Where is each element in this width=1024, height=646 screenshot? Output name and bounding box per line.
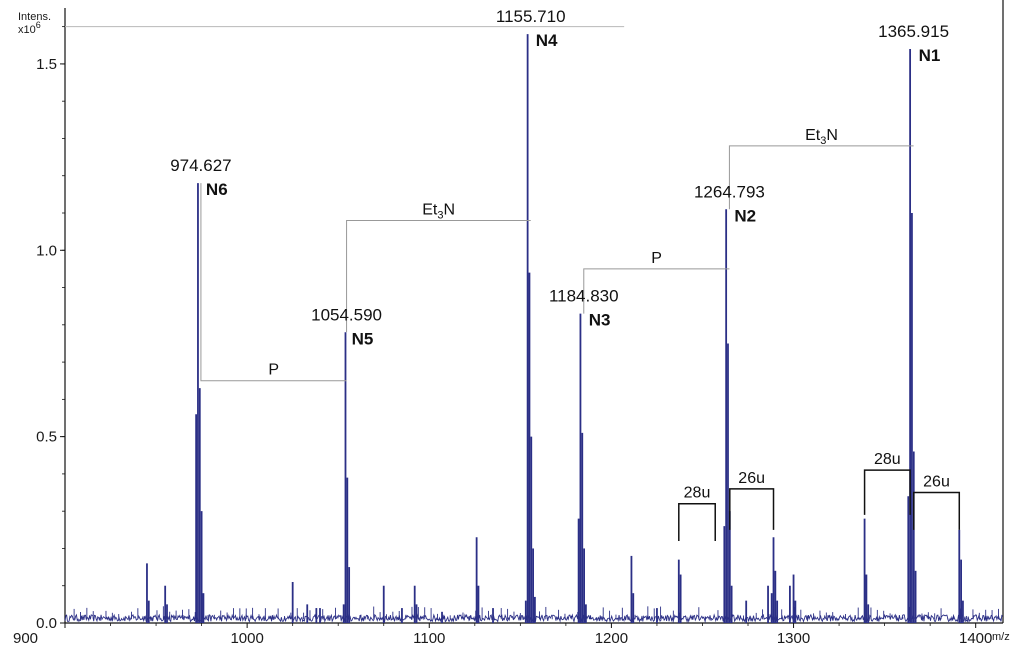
peak-mz-label: 1054.590 bbox=[311, 305, 382, 324]
peak-name-label: N1 bbox=[919, 46, 941, 65]
bracket-line bbox=[913, 491, 961, 530]
peak-label-n3: 1184.830 N3 bbox=[549, 287, 619, 330]
peak-mz-label: 1155.710 bbox=[496, 7, 566, 26]
peak-name-label: N6 bbox=[206, 180, 228, 199]
bracket-line bbox=[729, 488, 775, 530]
peak-label-n2: 1264.793 N2 bbox=[694, 182, 765, 225]
y-tick-label: 0.5 bbox=[36, 429, 57, 446]
x-tick-label: 1400 bbox=[959, 630, 992, 646]
peak-name-label: N2 bbox=[734, 206, 756, 225]
peak-label-n4: 1155.710 N4 bbox=[496, 7, 566, 50]
annotation-bracket: P bbox=[583, 250, 730, 314]
bracket-line bbox=[346, 219, 531, 333]
peak-mz-label: 974.627 bbox=[170, 156, 231, 175]
bracket-line bbox=[200, 183, 347, 382]
peak-label-n6: 974.627 N6 bbox=[170, 156, 231, 199]
y-axis-scale-exponent: 6 bbox=[36, 20, 41, 30]
peak-name-label: N5 bbox=[352, 329, 374, 348]
axes bbox=[64, 0, 1004, 624]
x-tick-label: 1000 bbox=[230, 630, 263, 646]
annotation-bracket: 26u bbox=[913, 474, 961, 530]
peak-mz-label: 1184.830 bbox=[549, 287, 619, 306]
bracket-line bbox=[728, 145, 914, 210]
y-axis-scale: x106 bbox=[18, 20, 41, 36]
peak-label-n1: 1365.915 N1 bbox=[878, 22, 949, 65]
annotation-bracket: P bbox=[200, 183, 347, 382]
y-tick-label: 1.5 bbox=[36, 56, 57, 73]
bracket-line bbox=[583, 268, 730, 314]
bracket-label: Et3N bbox=[422, 201, 455, 221]
bracket-label: 26u bbox=[923, 474, 950, 491]
x-tick-label: 1100 bbox=[413, 630, 445, 646]
x-tick-label: 900 bbox=[13, 630, 38, 646]
y-tick-label: 0.0 bbox=[36, 615, 57, 632]
bracket-label: 28u bbox=[684, 485, 711, 502]
bracket-label: P bbox=[268, 362, 279, 379]
annotation-bracket: Et3N bbox=[728, 127, 914, 210]
x-tick-label: 1200 bbox=[595, 630, 628, 646]
x-axis-title: m/z bbox=[992, 631, 1010, 643]
annotation-bracket: 28u bbox=[863, 451, 911, 515]
peak-labels: 974.627N61054.590N51155.710N41184.830N31… bbox=[170, 7, 949, 348]
x-tick-label: 1300 bbox=[777, 630, 810, 646]
annotation-bracket: 28u bbox=[678, 485, 716, 541]
bracket-label: 28u bbox=[874, 451, 901, 468]
bracket-label: 26u bbox=[738, 470, 765, 487]
x-ticks: 900 1000 1100 1200 1300 1400 bbox=[13, 623, 992, 646]
y-axis-scale-base: x10 bbox=[18, 24, 36, 36]
peak-name-label: N4 bbox=[536, 31, 558, 50]
annotation-bracket: 26u bbox=[729, 470, 775, 530]
bracket-label: P bbox=[651, 250, 662, 267]
bracket-line bbox=[863, 469, 911, 515]
y-ticks: 0.0 0.5 1.0 1.5 bbox=[36, 26, 65, 632]
y-tick-label: 1.0 bbox=[36, 242, 57, 259]
y-axis-title: Intens. bbox=[18, 11, 51, 23]
annotation-bracket: Et3N bbox=[346, 201, 531, 333]
annotation-brackets: P Et3N P Et3N 28u 26u 28u 26u bbox=[200, 127, 961, 541]
spectrum-trace bbox=[64, 34, 1003, 624]
peak-name-label: N3 bbox=[589, 311, 611, 330]
peak-mz-label: 1365.915 bbox=[878, 22, 949, 41]
peak-label-n5: 1054.590 N5 bbox=[311, 305, 382, 348]
bracket-line bbox=[678, 502, 716, 541]
peak-mz-label: 1264.793 bbox=[694, 182, 765, 201]
bracket-label: Et3N bbox=[805, 127, 838, 147]
